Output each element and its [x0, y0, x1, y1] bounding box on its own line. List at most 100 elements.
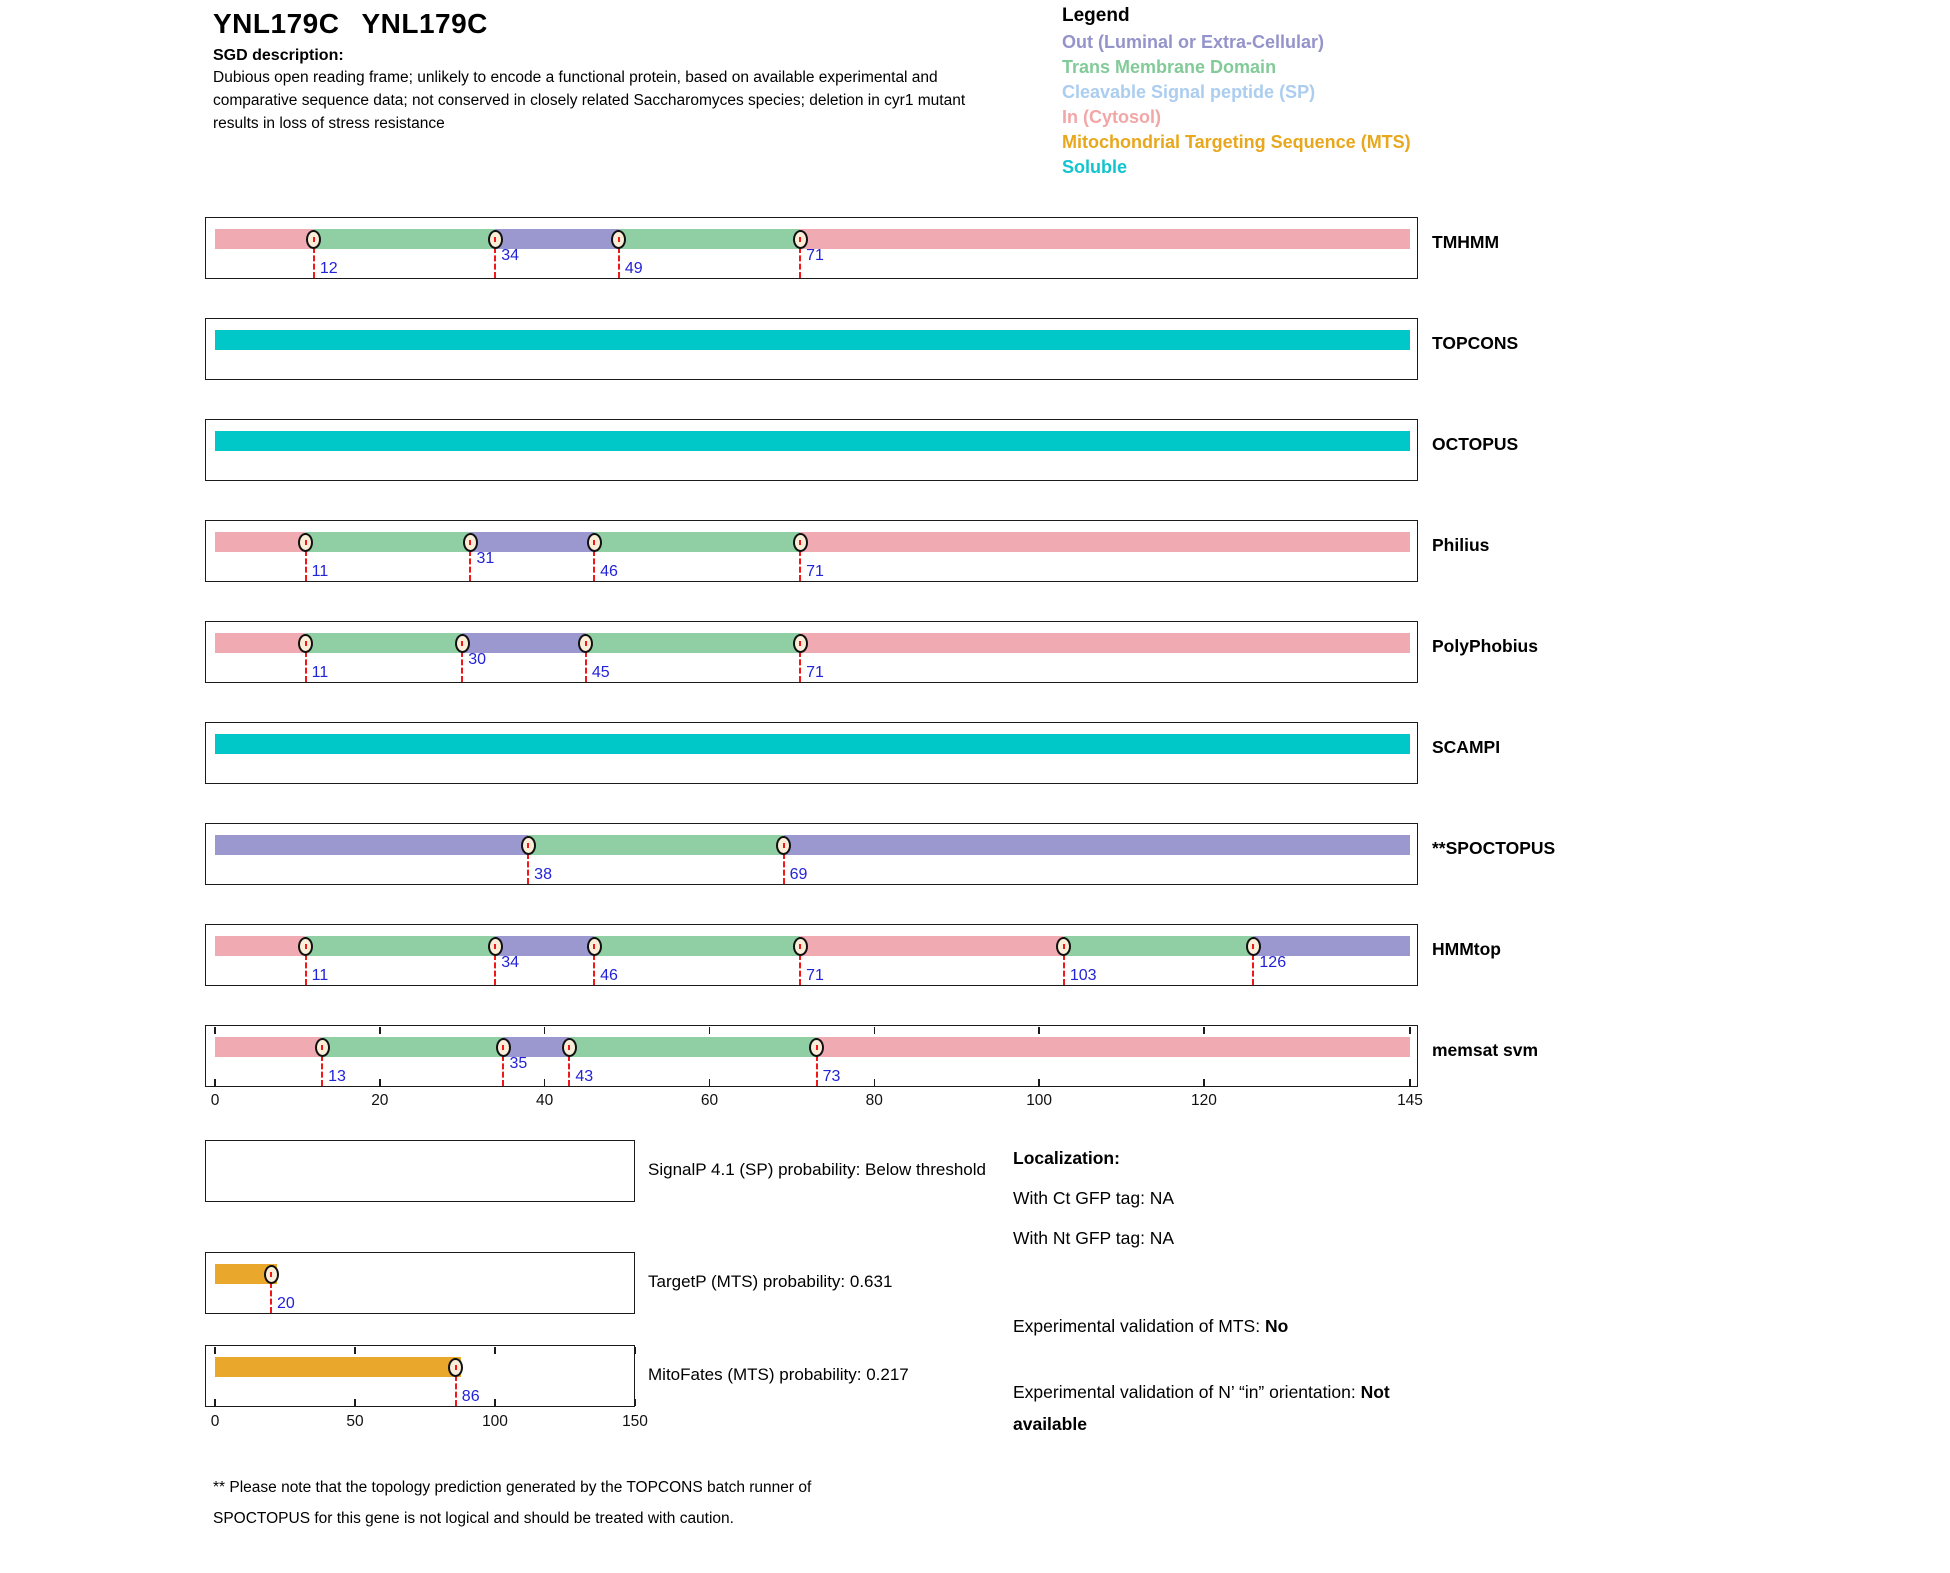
probability-axis-tick-label: 0: [210, 1413, 220, 1430]
marker-center-dash: [1062, 943, 1065, 949]
axis-tick: [494, 1398, 496, 1406]
marker-center-dash: [312, 236, 315, 242]
spoctopus-footnote: ** Please note that the topology predict…: [213, 1472, 811, 1534]
orientation-validation-value: Not available: [1013, 1382, 1390, 1434]
residue-number-label: 11: [311, 563, 329, 580]
row-label-tmhmm: TMHMM: [1432, 232, 1500, 252]
axis-tick: [543, 1078, 546, 1086]
sgd-description-line: Dubious open reading frame; unlikely to …: [213, 69, 938, 86]
topology-segment-out: [470, 532, 595, 552]
residue-number-label: 71: [806, 664, 824, 681]
axis-tick: [354, 1398, 356, 1406]
boundary-dashed-line: [304, 550, 307, 581]
topology-segment-soluble: [215, 431, 1410, 451]
marker-center-dash: [799, 640, 802, 646]
row-label-octopus: OCTOPUS: [1432, 434, 1519, 454]
topology-segment-soluble: [215, 734, 1410, 754]
boundary-dashed-line: [304, 954, 307, 985]
boundary-dashed-line: [527, 853, 530, 884]
residue-number-label: 12: [319, 260, 338, 277]
marker-center-dash: [584, 640, 587, 646]
axis-tick-label: 60: [700, 1092, 719, 1109]
marker-center-dash: [815, 1044, 818, 1050]
axis-tick: [1203, 1078, 1205, 1086]
axis-tick: [1203, 1026, 1205, 1034]
boundary-dashed-line: [584, 651, 587, 682]
probability-axis-tick-label: 150: [622, 1413, 648, 1430]
residue-number-label: 73: [822, 1068, 841, 1085]
axis-tick-label: 145: [1397, 1092, 1423, 1109]
probability-label-targetp: TargetP (MTS) probability: 0.631: [648, 1272, 893, 1291]
topology-segment-in: [215, 936, 306, 956]
axis-tick-label: 40: [536, 1092, 554, 1109]
marker-center-dash: [270, 1271, 272, 1277]
legend-item-in: In (Cytosol): [1062, 107, 1161, 127]
row-label--spoctopus: **SPOCTOPUS: [1432, 838, 1556, 858]
residue-number-label: 71: [806, 563, 824, 580]
axis-tick: [1038, 1026, 1040, 1034]
residue-number-label: 46: [600, 967, 618, 984]
topology-segment-tm: [322, 1037, 504, 1057]
residue-number-label: 86: [461, 1388, 480, 1405]
axis-tick-label: 80: [865, 1092, 883, 1109]
boundary-dashed-line: [454, 1375, 457, 1406]
topology-segment-in: [215, 1037, 323, 1057]
axis-tick: [1409, 1078, 1411, 1086]
axis-tick-label: 20: [371, 1092, 389, 1109]
boundary-dashed-line: [799, 550, 802, 581]
boundary-dashed-line: [502, 1055, 505, 1086]
topology-segment-in: [800, 936, 1064, 956]
axis-tick-label: 100: [1026, 1092, 1053, 1109]
marker-center-dash: [799, 943, 802, 949]
boundary-dashed-line: [815, 1055, 818, 1086]
footnote-line: ** Please note that the topology predict…: [213, 1479, 812, 1496]
topology-segment-out: [215, 835, 529, 855]
axis-tick-label: 0: [210, 1092, 220, 1109]
boundary-dashed-line: [799, 651, 802, 682]
mts-validation-value: No: [1264, 1316, 1289, 1336]
boundary-dashed-line: [799, 954, 802, 985]
topology-segment-out: [1253, 936, 1410, 956]
topology-segment-out: [503, 1037, 570, 1057]
legend-item-mts: Mitochondrial Targeting Sequence (MTS): [1062, 132, 1411, 152]
gene-name: YNL179C: [213, 8, 340, 39]
marker-center-dash: [454, 1364, 457, 1370]
boundary-dashed-line: [1252, 954, 1255, 985]
topology-segment-in: [215, 532, 306, 552]
marker-center-dash: [304, 640, 307, 646]
marker-center-dash: [304, 943, 307, 949]
topology-segment-tm: [305, 936, 496, 956]
probability-axis-tick-label: 100: [482, 1413, 508, 1430]
marker-center-dash: [799, 539, 802, 545]
axis-tick: [873, 1026, 876, 1034]
legend-item-out: Out (Luminal or Extra-Cellular): [1062, 32, 1325, 52]
marker-center-dash: [461, 640, 464, 646]
residue-number-label: 71: [806, 967, 824, 984]
topology-segment-out: [462, 633, 586, 653]
boundary-dashed-line: [312, 247, 315, 278]
prediction-row-box: [205, 1140, 635, 1202]
residue-number-label: 46: [600, 563, 618, 580]
axis-tick: [494, 1346, 496, 1354]
topology-segment-mts: [215, 1264, 277, 1284]
boundary-dashed-line: [782, 853, 785, 884]
residue-number-label: 34: [501, 954, 519, 971]
marker-center-dash: [469, 539, 472, 545]
marker-center-dash: [494, 943, 497, 949]
residue-number-label: 38: [534, 866, 552, 883]
localization-ct-gfp: With Ct GFP tag: NA: [1013, 1188, 1175, 1208]
marker-center-dash: [527, 842, 530, 848]
axis-tick: [634, 1398, 636, 1406]
legend-item-soluble: Soluble: [1062, 157, 1128, 177]
axis-tick: [1409, 1026, 1411, 1034]
topology-segment-tm: [569, 1037, 817, 1057]
legend-item-tm: Trans Membrane Domain: [1062, 57, 1277, 77]
topology-segment-out: [783, 835, 1410, 855]
row-label-hmmtop: HMMtop: [1432, 939, 1502, 959]
topology-segment-in: [800, 229, 1410, 249]
boundary-dashed-line: [461, 651, 464, 682]
marker-center-dash: [568, 1044, 571, 1050]
marker-center-dash: [494, 236, 497, 242]
topology-segment-tm: [1063, 936, 1254, 956]
